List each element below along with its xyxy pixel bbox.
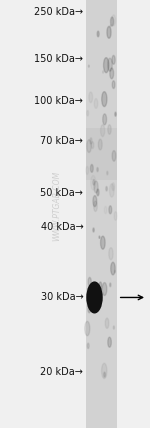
Circle shape <box>111 262 115 275</box>
Circle shape <box>105 318 109 328</box>
Circle shape <box>103 58 109 73</box>
Ellipse shape <box>86 282 103 313</box>
Circle shape <box>108 337 111 347</box>
Circle shape <box>112 151 116 161</box>
Circle shape <box>112 81 115 89</box>
Circle shape <box>98 139 102 150</box>
Circle shape <box>87 110 89 116</box>
Circle shape <box>111 17 114 26</box>
Circle shape <box>91 290 94 298</box>
Circle shape <box>110 68 114 79</box>
Circle shape <box>90 164 93 172</box>
Circle shape <box>107 171 108 175</box>
Circle shape <box>102 282 107 295</box>
Circle shape <box>110 25 111 27</box>
Circle shape <box>109 206 112 214</box>
Circle shape <box>87 140 91 152</box>
Text: 70 kDa→: 70 kDa→ <box>40 136 83 146</box>
Circle shape <box>93 196 97 207</box>
Text: 100 kDa→: 100 kDa→ <box>34 95 83 106</box>
Circle shape <box>97 167 98 172</box>
Circle shape <box>93 180 95 185</box>
Circle shape <box>89 92 93 103</box>
Circle shape <box>88 305 91 313</box>
Text: 250 kDa→: 250 kDa→ <box>34 7 83 17</box>
Circle shape <box>110 184 114 197</box>
Circle shape <box>107 27 111 38</box>
Circle shape <box>97 189 99 196</box>
Circle shape <box>108 125 111 134</box>
Circle shape <box>88 277 91 286</box>
Circle shape <box>97 31 99 37</box>
Circle shape <box>102 92 107 107</box>
Text: 40 kDa→: 40 kDa→ <box>40 222 83 232</box>
Circle shape <box>90 138 92 144</box>
Text: 50 kDa→: 50 kDa→ <box>40 187 83 198</box>
Text: 30 kDa→: 30 kDa→ <box>40 292 83 303</box>
Circle shape <box>99 236 100 238</box>
Text: 20 kDa→: 20 kDa→ <box>40 367 83 377</box>
Circle shape <box>102 363 107 378</box>
Bar <box>86 0 117 428</box>
Circle shape <box>91 142 94 149</box>
Circle shape <box>104 372 105 377</box>
Circle shape <box>88 65 89 67</box>
Circle shape <box>109 248 113 260</box>
Bar <box>86 128 117 180</box>
Circle shape <box>103 71 104 73</box>
Circle shape <box>112 55 115 64</box>
Circle shape <box>101 125 105 137</box>
Circle shape <box>87 343 89 349</box>
Text: 150 kDa→: 150 kDa→ <box>34 54 83 64</box>
Circle shape <box>110 283 111 287</box>
Circle shape <box>85 321 90 336</box>
Circle shape <box>93 228 94 232</box>
Circle shape <box>113 326 114 329</box>
Circle shape <box>106 187 107 191</box>
Circle shape <box>94 201 97 211</box>
Circle shape <box>94 181 98 193</box>
Circle shape <box>108 58 112 71</box>
Circle shape <box>100 236 105 249</box>
Circle shape <box>103 114 106 125</box>
Circle shape <box>114 270 115 273</box>
Text: WWW.PTGAB.COM: WWW.PTGAB.COM <box>52 170 62 241</box>
Circle shape <box>99 282 102 289</box>
Circle shape <box>115 112 116 116</box>
